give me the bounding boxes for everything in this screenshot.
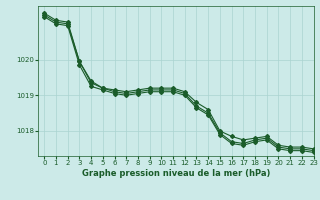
X-axis label: Graphe pression niveau de la mer (hPa): Graphe pression niveau de la mer (hPa) — [82, 169, 270, 178]
